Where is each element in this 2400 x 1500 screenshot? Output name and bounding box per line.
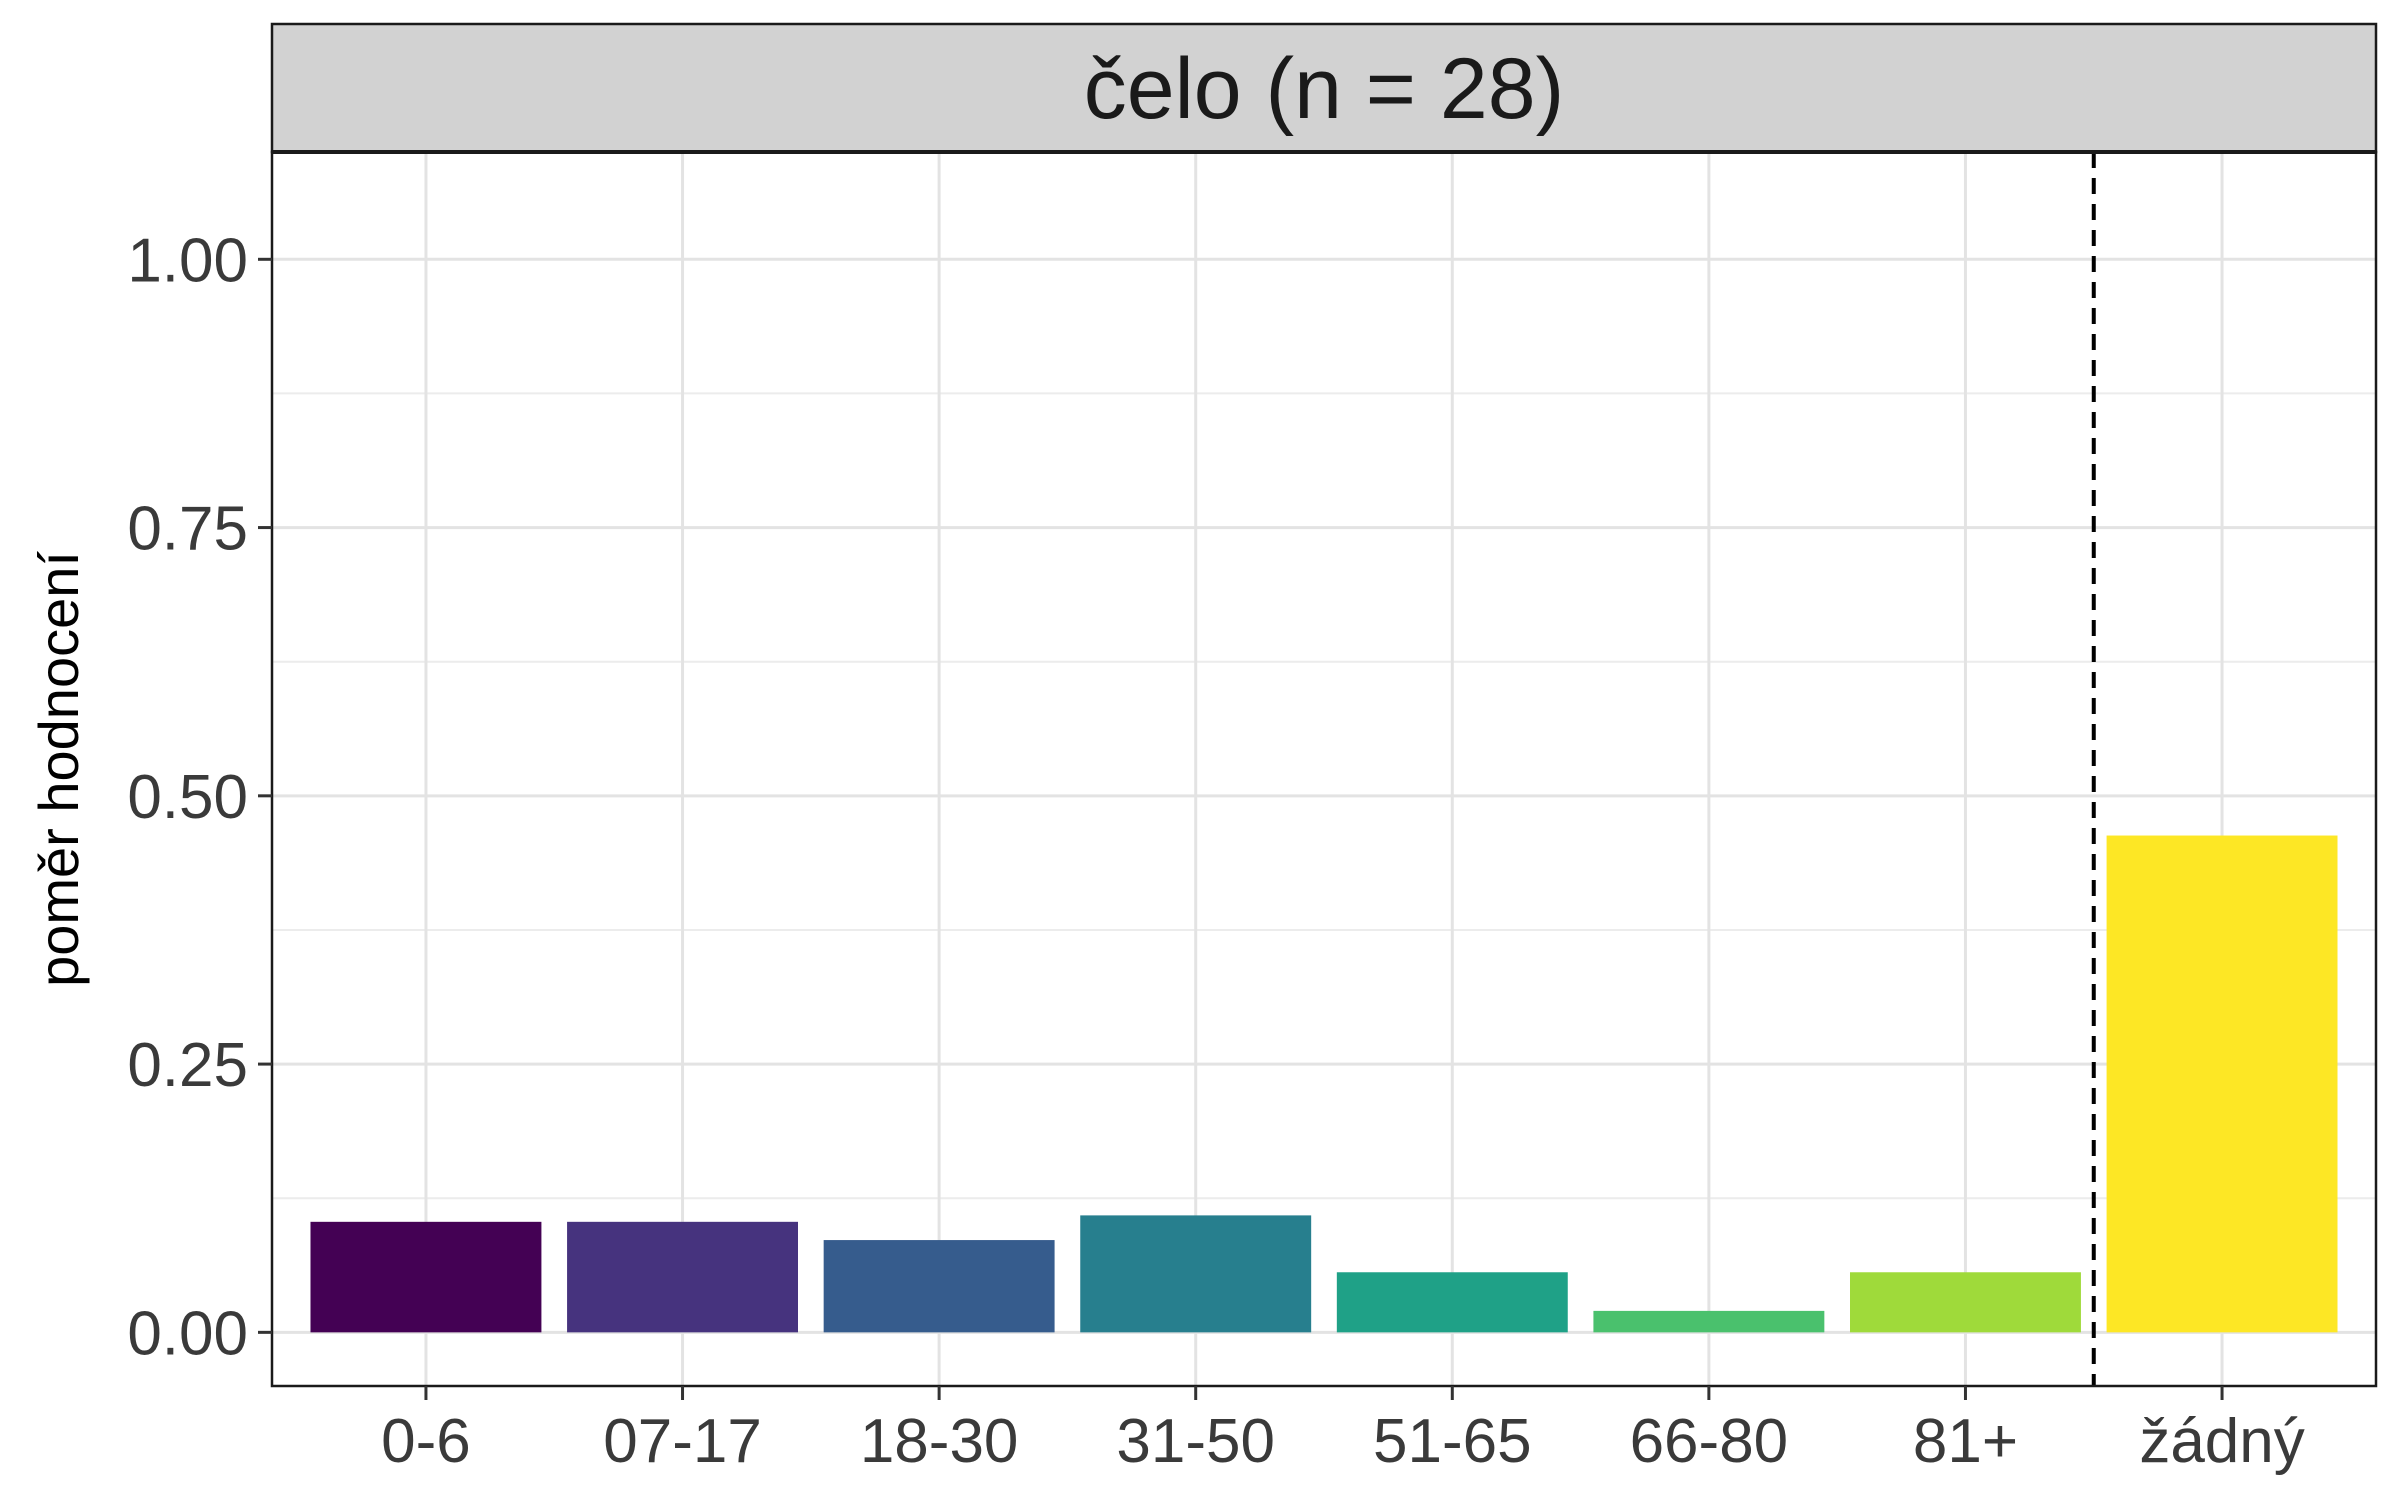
panel-border [270, 150, 2378, 1388]
bar-81+ [1850, 1272, 2081, 1333]
grid-lines [272, 152, 2376, 1386]
bar-66-80 [1593, 1310, 1825, 1333]
y-axis-title: poměr hodnocení [27, 551, 90, 987]
x-tick-label: 66-80 [1630, 1407, 1789, 1476]
x-tick-label: 81+ [1913, 1407, 2018, 1476]
y-tick-label: 0.00 [127, 1299, 248, 1368]
x-tick-label: 31-50 [1116, 1407, 1275, 1476]
x-tick-label: 18-30 [860, 1407, 1019, 1476]
x-axis: 0-6 07-17 18-30 31-50 51-65 66-80 81+ žádný [381, 1386, 2305, 1476]
bar-žádný [2106, 835, 2338, 1333]
facet-strip: čelo (n = 28) [270, 22, 2378, 154]
y-tick-label: 0.25 [127, 1031, 248, 1100]
x-tick-label: 51-65 [1373, 1407, 1532, 1476]
bar-51-65 [1336, 1272, 1568, 1333]
y-tick-label: 1.00 [127, 226, 248, 295]
chart-title: čelo (n = 28) [1084, 41, 1564, 137]
facet-strip-background [270, 22, 2378, 154]
y-tick-label: 0.75 [127, 495, 248, 564]
plot-frame [270, 150, 2378, 1388]
x-tick-label: žádný [2139, 1407, 2304, 1476]
bar-18-30 [823, 1240, 1055, 1333]
bar-31-50 [1080, 1215, 1312, 1333]
x-tick-label: 07-17 [603, 1407, 762, 1476]
y-axis: 0.00 0.25 0.50 0.75 1.00 [127, 226, 272, 1368]
x-tick-label: 0-6 [381, 1407, 471, 1476]
bars [310, 835, 2338, 1333]
y-tick-label: 0.50 [127, 763, 248, 832]
bar-07-17 [567, 1221, 798, 1333]
bar-0-6 [310, 1221, 542, 1333]
